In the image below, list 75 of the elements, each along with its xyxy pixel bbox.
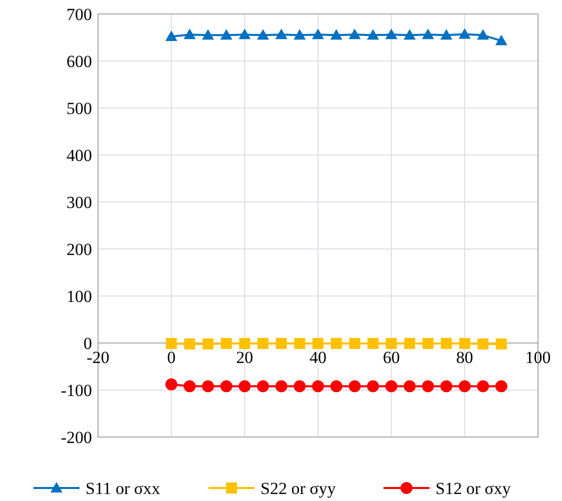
point: [422, 28, 434, 40]
point: [422, 380, 434, 392]
point: [202, 338, 214, 350]
point: [257, 380, 269, 392]
x-tick-label: 80: [456, 348, 474, 367]
point: [367, 29, 379, 40]
x-tick-label: 40: [310, 348, 326, 367]
point: [386, 338, 397, 349]
point: [312, 338, 324, 349]
point: [166, 338, 177, 349]
x-tick-label: 100: [525, 348, 551, 367]
point: [458, 28, 471, 39]
point: [202, 29, 214, 40]
point: [458, 380, 471, 392]
point: [404, 29, 416, 40]
point: [220, 29, 232, 40]
point: [368, 338, 378, 349]
x-tick-label: 60: [382, 348, 400, 367]
point: [165, 378, 178, 390]
y-tick-label: 100: [66, 286, 92, 306]
legend-label: S11 or σxx: [86, 478, 161, 498]
point: [184, 338, 196, 350]
point: [459, 338, 470, 349]
point: [312, 28, 324, 40]
point: [275, 28, 288, 40]
x-tick-label: 20: [236, 348, 254, 367]
point: [422, 338, 434, 349]
point: [202, 380, 214, 392]
point: [294, 338, 306, 349]
point: [367, 380, 379, 392]
point: [477, 380, 489, 392]
point: [330, 380, 342, 392]
point: [276, 338, 287, 349]
x-tick-label: 0: [167, 348, 176, 367]
point: [294, 380, 306, 392]
y-tick-label: 300: [66, 192, 92, 212]
point: [238, 380, 251, 392]
point: [348, 380, 361, 392]
y-tick-label: 600: [66, 52, 92, 71]
point: [257, 29, 269, 40]
point: [348, 28, 361, 40]
y-tick-label: 200: [66, 240, 92, 259]
point: [440, 29, 452, 40]
point: [477, 29, 489, 40]
y-tick-label: 700: [66, 4, 92, 24]
point: [495, 34, 508, 46]
point: [440, 380, 452, 392]
point: [404, 338, 416, 349]
point: [238, 28, 251, 40]
point: [330, 29, 342, 40]
point: [404, 380, 416, 392]
legend-label: S22 or σyy: [260, 478, 336, 498]
point: [220, 380, 232, 392]
point: [239, 338, 250, 349]
point: [495, 380, 508, 392]
point: [385, 28, 398, 40]
point: [294, 29, 306, 40]
point: [184, 380, 196, 392]
point: [385, 380, 398, 392]
point: [349, 338, 360, 349]
point: [258, 338, 268, 349]
point: [184, 28, 196, 40]
point: [478, 338, 488, 350]
y-tick-label: 400: [66, 146, 92, 165]
point: [165, 30, 178, 42]
point: [275, 380, 288, 392]
point: [330, 338, 342, 349]
legend-label: S12 or σxy: [436, 478, 512, 498]
y-tick-label: -100: [60, 380, 92, 400]
point: [312, 380, 324, 392]
y-tick-label: -200: [60, 428, 92, 447]
point: [220, 338, 232, 349]
y-tick-label: 500: [66, 98, 92, 118]
point: [496, 338, 507, 350]
point: [440, 338, 452, 349]
